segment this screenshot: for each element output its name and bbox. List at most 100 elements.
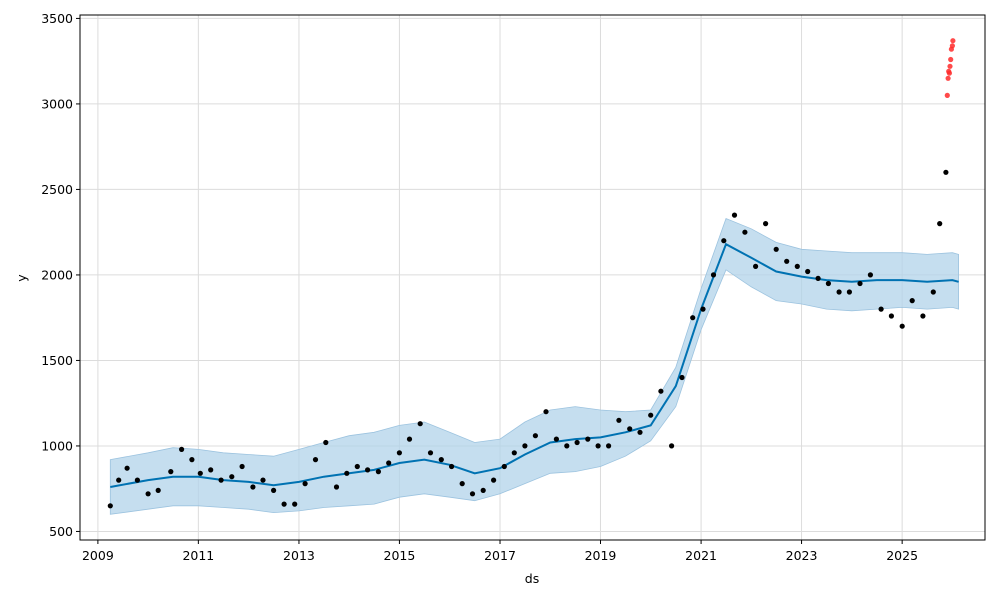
- observed-point: [710, 272, 717, 278]
- observed-point: [189, 457, 195, 463]
- observed-point: [532, 433, 539, 439]
- y-tick-label: 1000: [41, 438, 73, 453]
- observed-point: [595, 443, 601, 449]
- uncertainty-band: [109, 217, 959, 515]
- observed-point: [354, 463, 360, 470]
- x-axis: 2009 2011 2013 2015 2017 2019 2021 2023 2025: [82, 540, 918, 563]
- out-of-sample-point: [946, 70, 953, 76]
- observed-point: [333, 484, 340, 490]
- observed-point: [753, 263, 759, 269]
- observed-point: [427, 450, 434, 456]
- observed-point: [721, 238, 727, 244]
- out-of-sample-point: [948, 56, 954, 63]
- observed-point: [888, 313, 895, 319]
- observed-point: [344, 470, 350, 476]
- forecast-line: [110, 242, 959, 488]
- observed-point: [365, 467, 371, 473]
- plot-frame: [79, 14, 986, 541]
- observed-point: [857, 280, 863, 287]
- y-tick-label: 2000: [41, 267, 73, 282]
- observed-point: [417, 421, 423, 427]
- observed-point: [825, 280, 832, 287]
- observed-point: [943, 169, 949, 175]
- observed-point: [302, 481, 308, 487]
- uncertainty-band-group: [109, 217, 959, 515]
- observed-point: [742, 229, 748, 235]
- observed-point: [658, 388, 664, 394]
- observed-point: [491, 477, 497, 483]
- observed-point: [312, 457, 319, 463]
- observed-point: [690, 315, 696, 321]
- observed-point: [805, 268, 811, 275]
- observed-point: [480, 487, 486, 493]
- observed-point: [459, 481, 465, 487]
- x-tick-label: 2013: [283, 548, 315, 563]
- observed-point: [155, 487, 161, 493]
- y-tick-label: 1500: [41, 353, 73, 368]
- observed-point: [553, 436, 560, 442]
- y-tick-label: 500: [49, 524, 73, 539]
- observed-point: [669, 443, 675, 449]
- observed-point: [134, 477, 140, 483]
- observed-point: [229, 474, 235, 480]
- observed-point: [930, 289, 936, 295]
- observed-point: [179, 446, 185, 452]
- observed-point: [763, 221, 769, 227]
- observed-points-group: [107, 169, 949, 509]
- observed-point: [731, 212, 738, 218]
- observed-point: [606, 443, 612, 449]
- observed-point: [648, 412, 654, 418]
- y-tick-label: 3500: [41, 11, 73, 26]
- observed-point: [469, 491, 476, 497]
- x-tick-label: 2023: [786, 548, 818, 563]
- observed-point: [784, 258, 790, 264]
- observed-point: [323, 439, 329, 446]
- observed-point: [867, 272, 874, 278]
- observed-point: [406, 436, 413, 442]
- observed-point: [386, 460, 392, 466]
- y-axis: 500 1000 1500 2000 2500 3000 3500: [41, 11, 80, 539]
- out-of-sample-point: [947, 63, 953, 69]
- observed-point: [836, 289, 842, 295]
- out-of-sample-point: [950, 38, 956, 44]
- y-tick-label: 2500: [41, 182, 73, 197]
- y-axis-label: y: [14, 274, 29, 282]
- observed-point: [878, 306, 884, 312]
- observed-point: [846, 289, 853, 295]
- y-tick-label: 3000: [41, 96, 73, 111]
- x-tick-label: 2025: [886, 548, 918, 563]
- x-tick-label: 2017: [484, 548, 516, 563]
- observed-point: [909, 298, 915, 304]
- x-axis-label: ds: [525, 571, 539, 586]
- x-tick-label: 2009: [82, 548, 114, 563]
- observed-point: [250, 484, 256, 490]
- observed-point: [700, 306, 706, 312]
- observed-point: [271, 487, 277, 493]
- out-of-sample-point: [945, 75, 951, 81]
- observed-point: [239, 463, 245, 470]
- observed-point: [574, 439, 580, 446]
- observed-point: [218, 477, 224, 483]
- observed-point: [145, 491, 151, 497]
- x-tick-label: 2019: [585, 548, 617, 563]
- observed-point: [197, 470, 203, 476]
- out-of-sample-points-group: [944, 38, 956, 98]
- observed-point: [616, 417, 622, 423]
- observed-point: [937, 221, 943, 227]
- observed-point: [124, 465, 130, 471]
- observed-point: [438, 457, 444, 463]
- observed-point: [292, 501, 298, 507]
- observed-point: [208, 467, 214, 473]
- observed-point: [679, 374, 685, 381]
- observed-point: [564, 443, 570, 449]
- observed-point: [511, 450, 517, 456]
- out-of-sample-point: [944, 92, 950, 98]
- observed-point: [794, 263, 800, 269]
- x-tick-label: 2021: [685, 548, 717, 563]
- observed-point: [107, 503, 113, 509]
- observed-point: [637, 429, 643, 435]
- out-of-sample-point: [949, 43, 956, 49]
- forecast-line-group: [110, 242, 959, 488]
- x-tick-label: 2015: [384, 548, 416, 563]
